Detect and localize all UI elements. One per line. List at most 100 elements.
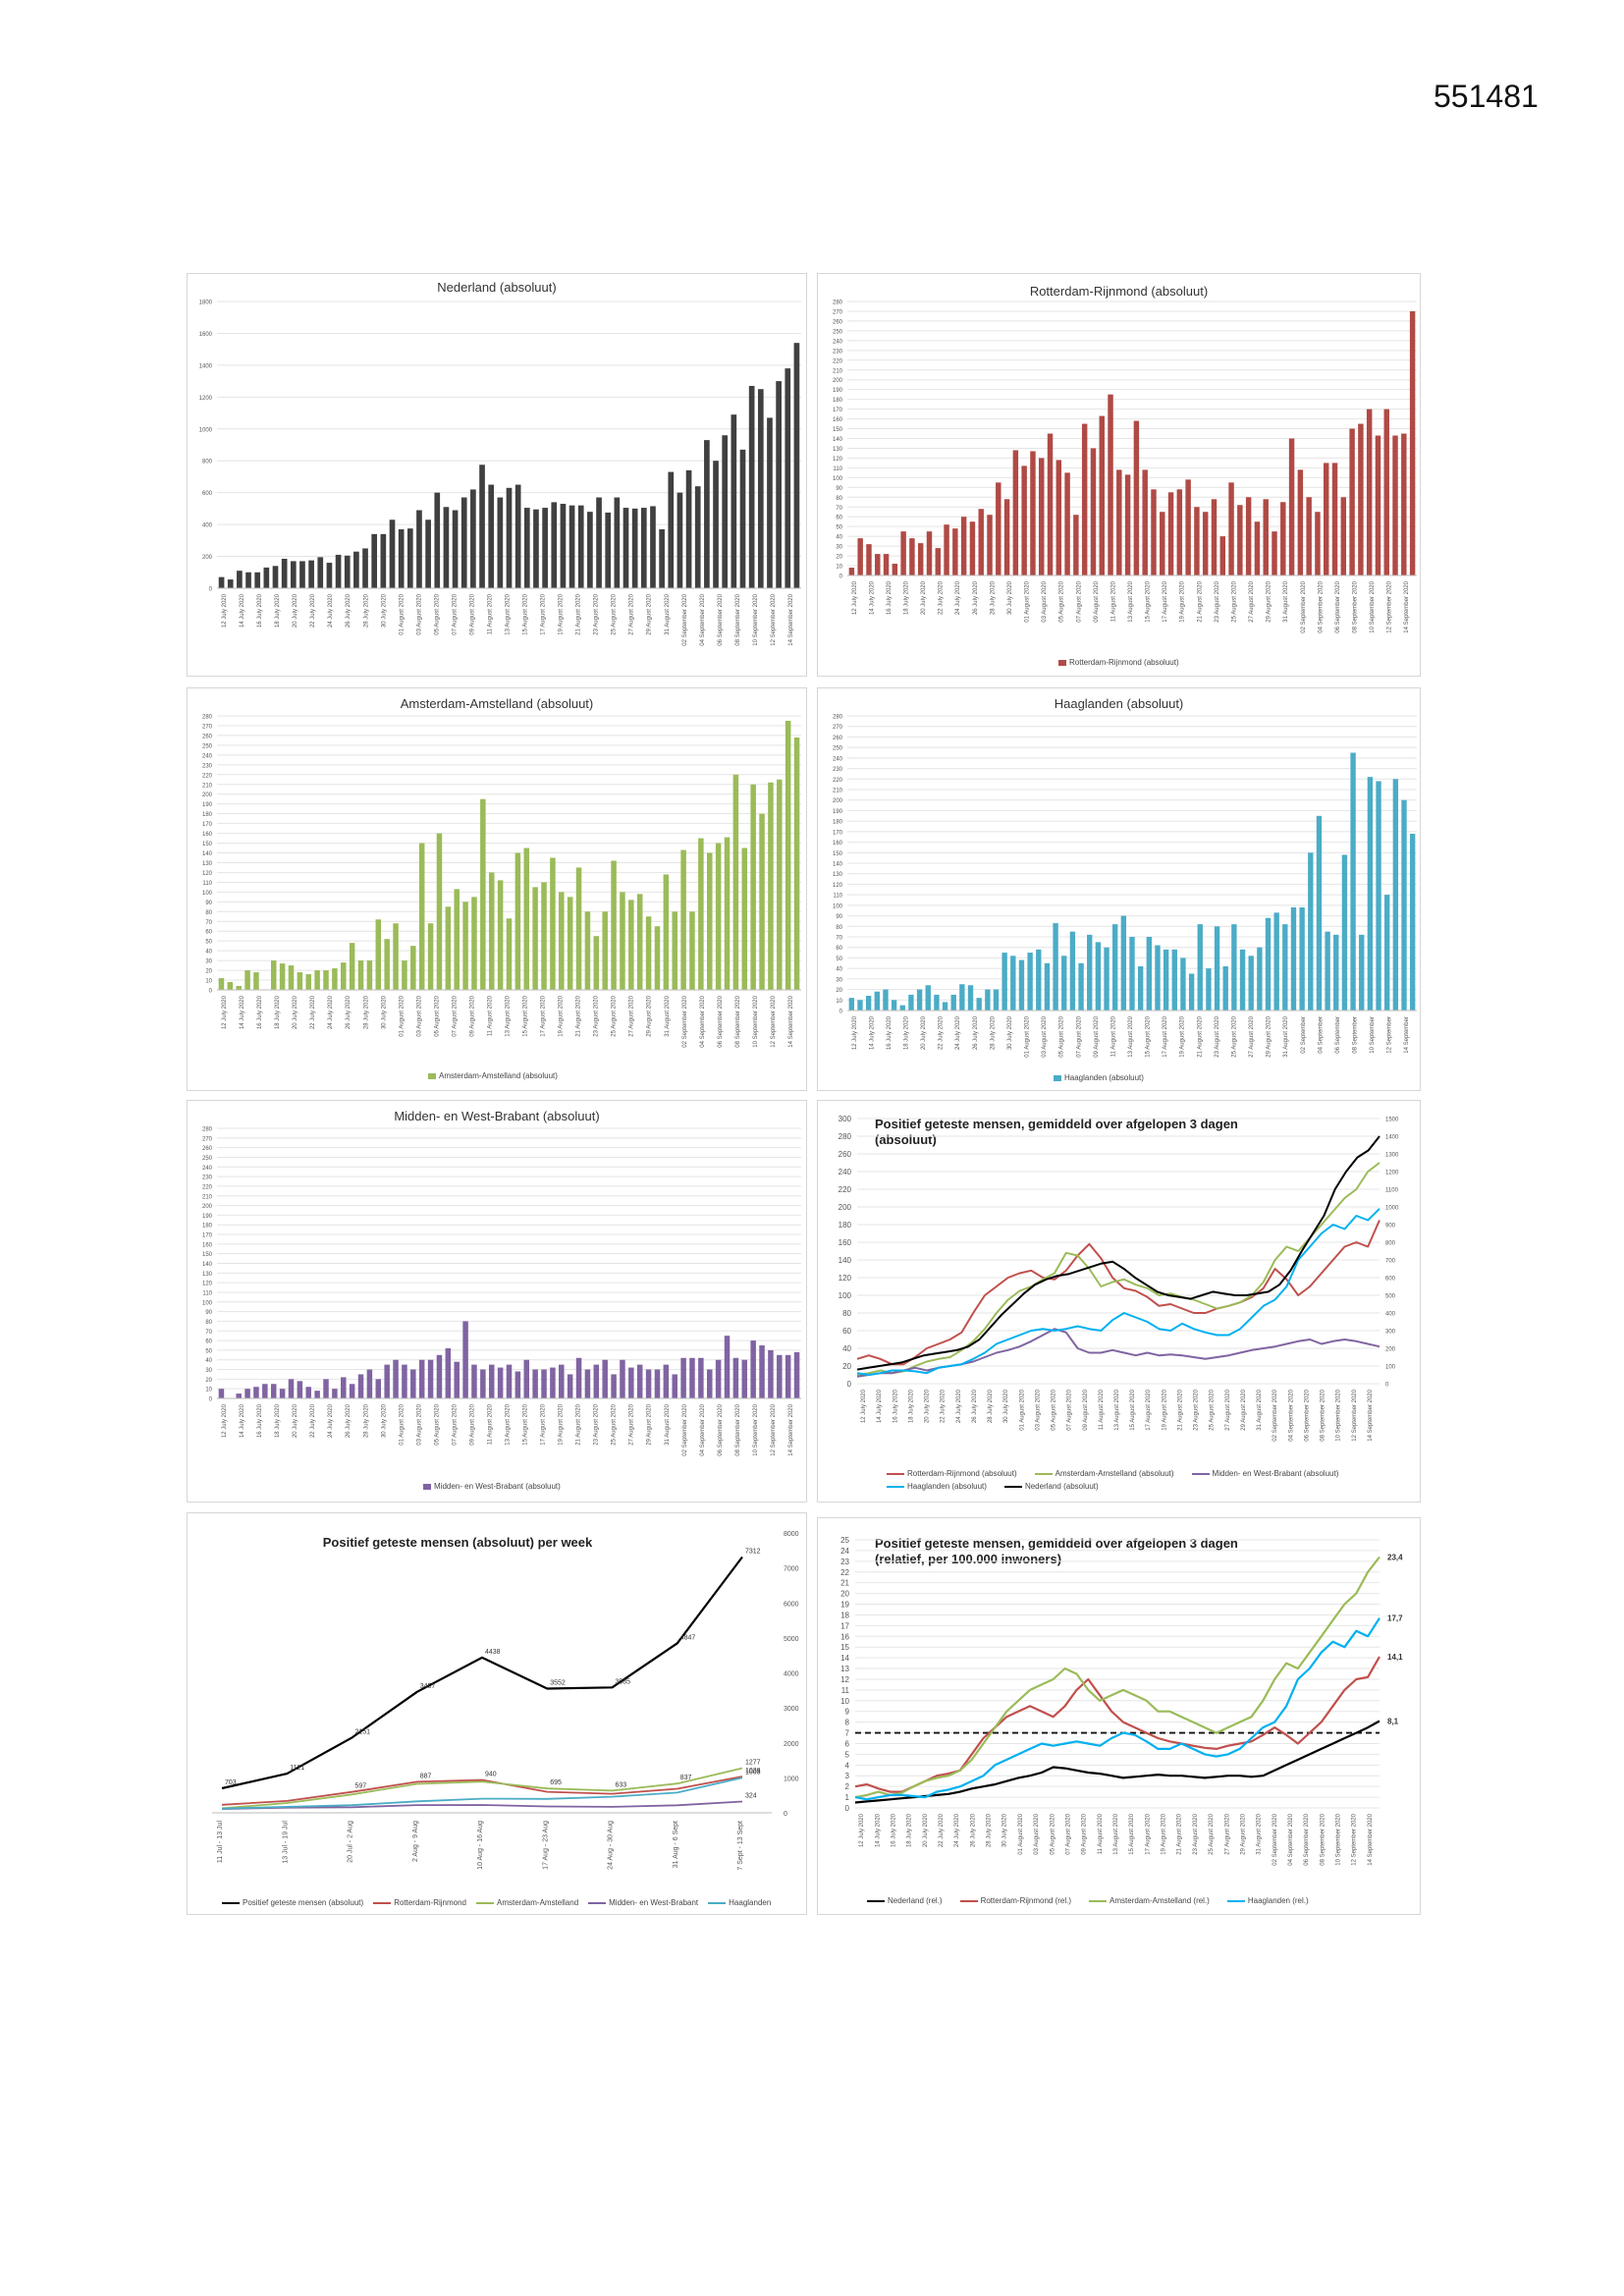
- y2-tick-label: 800: [1385, 1241, 1396, 1247]
- bar: [398, 528, 405, 588]
- bar: [1306, 497, 1312, 575]
- x-tick-label: 12 September 2020: [1352, 1389, 1358, 1441]
- y-tick-label: 90: [205, 1310, 212, 1316]
- bar: [959, 984, 965, 1011]
- data-label: 633: [616, 1781, 627, 1788]
- y-tick-label: 6: [845, 1739, 850, 1748]
- y-tick-label: 80: [842, 1309, 851, 1318]
- bar: [1171, 949, 1177, 1011]
- x-tick-label: 12 September 2020: [1387, 580, 1393, 632]
- x-tick-label: 03 August 2020: [416, 593, 422, 634]
- bar: [542, 508, 548, 588]
- legend-line-swatch: [1191, 1472, 1210, 1475]
- y-tick-label: 240: [833, 339, 843, 345]
- bar: [777, 779, 783, 990]
- bar: [1090, 448, 1097, 575]
- bar: [785, 1354, 791, 1398]
- y-tick-label: 80: [836, 496, 842, 502]
- x-tick-label: 04 September 2020: [700, 593, 706, 645]
- x-tick-label: 22 July 2020: [941, 1389, 947, 1423]
- x-tick-label: 02 September 2020: [682, 593, 688, 645]
- x-tick-label: 01 August 2020: [399, 995, 405, 1036]
- bar: [650, 506, 656, 588]
- y-tick-label: 22: [840, 1568, 849, 1577]
- bar: [380, 533, 387, 588]
- x-tick-label: 12 September 2020: [771, 593, 777, 645]
- bar: [1349, 428, 1355, 575]
- bar: [1108, 394, 1113, 575]
- bar: [480, 798, 486, 990]
- bar: [1030, 451, 1036, 575]
- x-tick-label: 28 July 2020: [363, 1403, 369, 1438]
- x-tick-label: 02 September: [1301, 1016, 1307, 1054]
- x-tick-label: 09 August 2020: [469, 995, 475, 1036]
- chart-title: Positief geteste mensen, gemiddeld over …: [875, 1117, 1238, 1147]
- bar: [314, 1391, 320, 1398]
- bar: [694, 486, 701, 588]
- x-tick-label: 07 August 2020: [1067, 1389, 1073, 1430]
- y-tick-label: 230: [833, 767, 843, 773]
- bar: [1211, 499, 1218, 575]
- bar: [935, 548, 941, 575]
- legend-line-swatch: [867, 1899, 885, 1902]
- chart-legend: Rotterdam-Rijnmond (absoluut) Amsterdam-A…: [887, 1469, 1397, 1491]
- y-tick-label: 190: [202, 802, 213, 808]
- chart-legend: Haaglanden (absoluut): [1054, 1073, 1144, 1082]
- bar: [559, 892, 565, 990]
- bar: [297, 972, 303, 990]
- y-tick-label: 210: [833, 368, 843, 374]
- x-tick-label: 08 September 2020: [1352, 580, 1358, 632]
- data-label: 1038: [745, 1768, 761, 1775]
- bar: [254, 572, 261, 588]
- bar: [244, 1389, 250, 1398]
- bar: [523, 847, 530, 990]
- bar: [288, 1379, 295, 1398]
- x-tick-label: 28 July 2020: [363, 995, 369, 1029]
- legend-label: Midden- en West-Brabant: [609, 1898, 699, 1907]
- bar: [713, 461, 719, 588]
- y-tick-label: 180: [202, 1224, 213, 1230]
- x-tick-label: 28 July 2020: [990, 1015, 996, 1050]
- series-line: [854, 1556, 1380, 1799]
- legend-item: Midden- en West-Brabant (absoluut): [1191, 1469, 1338, 1478]
- x-tick-label: 10 September 2020: [1336, 1813, 1342, 1865]
- bar: [1248, 956, 1254, 1011]
- y-tick-label: 10: [840, 1697, 849, 1706]
- bar: [288, 965, 295, 990]
- x-tick-label: 28 July 2020: [363, 593, 369, 628]
- bar: [750, 1340, 756, 1398]
- bar: [462, 902, 468, 990]
- y-tick-label: 240: [202, 1166, 213, 1172]
- legend-line-swatch: [708, 1901, 727, 1904]
- bar: [308, 560, 314, 588]
- y-tick-label: 120: [833, 883, 843, 889]
- legend-item: Amsterdam-Amstelland: [476, 1898, 578, 1907]
- y-tick-label: 8: [845, 1719, 850, 1727]
- x-tick-label: 27 August 2020: [629, 593, 635, 634]
- bar: [454, 1361, 460, 1398]
- bar: [883, 989, 889, 1011]
- legend-label: Rotterdam-Rijnmond (absoluut): [1069, 658, 1179, 667]
- x-tick-label: 27 August 2020: [629, 995, 635, 1036]
- bar: [1214, 926, 1220, 1011]
- bar: [942, 1002, 948, 1011]
- legend-item: Amsterdam-Amstelland (absoluut): [1034, 1469, 1174, 1478]
- x-tick-label: 20 July 2020: [921, 1015, 927, 1050]
- chart-title: Positief geteste mensen (absoluut) per w…: [322, 1535, 593, 1550]
- y-tick-label: 260: [839, 1150, 852, 1159]
- bar: [628, 1367, 634, 1398]
- x-tick-label: 17 August 2020: [1163, 1015, 1168, 1057]
- end-value-label: 8,1: [1387, 1718, 1399, 1726]
- legend-item: Nederland (rel.): [867, 1896, 943, 1905]
- x-tick-label: 29 August 2020: [1240, 1813, 1246, 1854]
- bar: [541, 1369, 547, 1398]
- bar: [685, 469, 692, 588]
- y-tick-label: 23: [840, 1558, 849, 1566]
- y-tick-label: 60: [842, 1327, 851, 1336]
- y-tick-label: 16: [840, 1632, 849, 1641]
- y-tick-label: 60: [205, 930, 212, 936]
- bar: [1409, 310, 1416, 575]
- x-tick-label: 28 July 2020: [988, 1389, 994, 1423]
- y-tick-label: 160: [833, 417, 843, 423]
- x-tick-label: 15 August 2020: [523, 995, 529, 1036]
